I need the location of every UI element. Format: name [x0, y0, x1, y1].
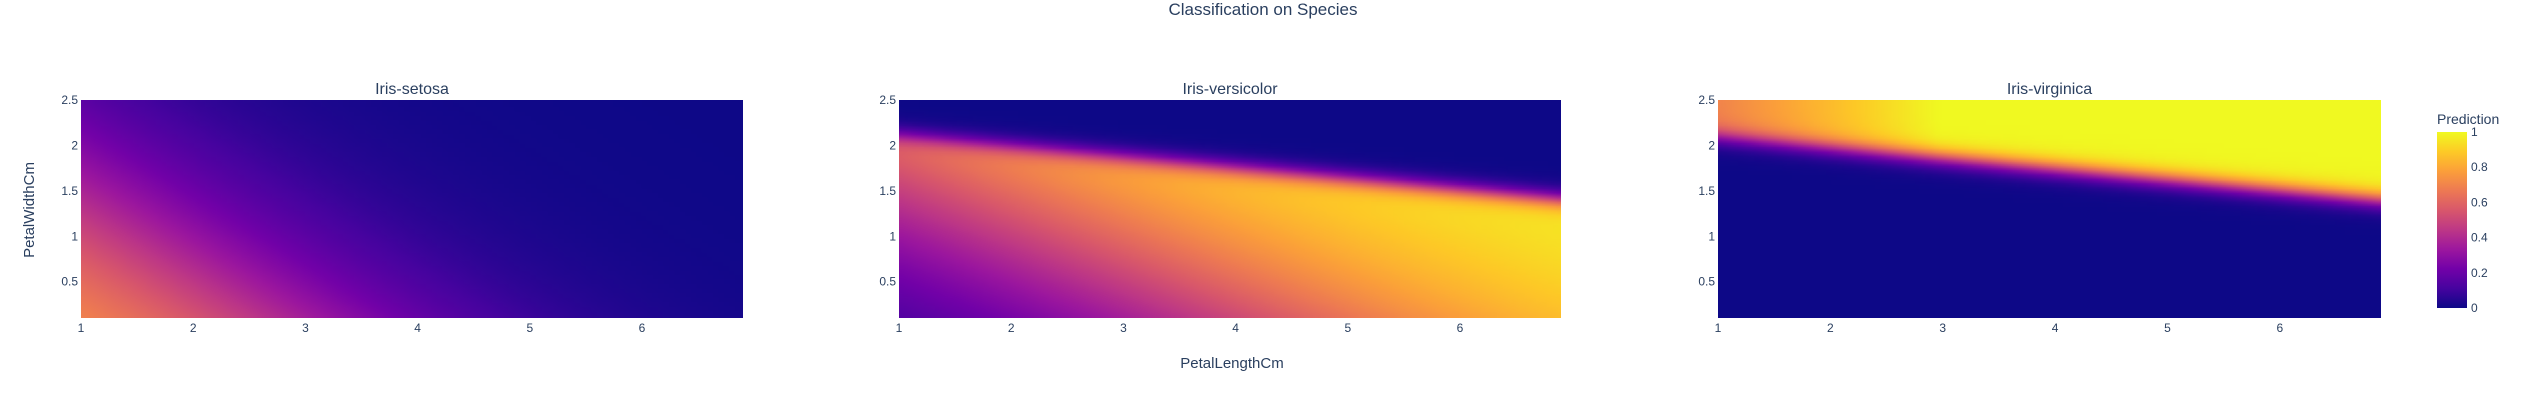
- x-axis-label: PetalLengthCm: [1180, 355, 1283, 372]
- y-tick-label: 2.5: [1698, 93, 1715, 107]
- x-tick-label: 4: [2052, 321, 2059, 335]
- x-tick-label: 1: [78, 321, 85, 335]
- heatmap-panel-2: Iris-versicolor 1 2 3 4 5 6 0.5 1 1.5 2 2.5: [879, 81, 1561, 335]
- y-tick-label: 2.5: [879, 93, 896, 107]
- x-tick-label: 1: [896, 321, 903, 335]
- colorbar-ticks: 0 0.2 0.4 0.6 0.8 1: [2471, 125, 2488, 315]
- figure-title: Classification on Species: [1169, 0, 1358, 19]
- x-tick-label: 2: [1827, 321, 1834, 335]
- subplot-title: Iris-setosa: [375, 81, 449, 98]
- x-tick-label: 2: [1008, 321, 1015, 335]
- x-tick-label: 3: [1120, 321, 1127, 335]
- x-tick-label: 5: [1344, 321, 1351, 335]
- x-tick-label: 5: [2164, 321, 2171, 335]
- y-axis-label: PetalWidthCm: [21, 162, 38, 258]
- x-tick-label: 4: [414, 321, 421, 335]
- heatmap-surface: [1718, 100, 2381, 318]
- x-tick-label: 5: [526, 321, 533, 335]
- y-tick-label: 2.5: [61, 93, 78, 107]
- colorbar-tick-label: 0.6: [2471, 195, 2488, 209]
- y-tick-label: 0.5: [879, 275, 896, 289]
- colorbar-tick-label: 1: [2471, 125, 2478, 139]
- heatmap-surface: [899, 100, 1561, 318]
- y-tick-label: 1.5: [879, 184, 896, 198]
- colorbar-tick-label: 0.2: [2471, 266, 2488, 280]
- x-tick-label: 6: [1457, 321, 1464, 335]
- subplot-title: Iris-versicolor: [1182, 81, 1278, 98]
- y-tick-label: 2: [71, 138, 78, 152]
- y-tick-label: 2: [889, 138, 896, 152]
- colorbar-gradient: [2437, 132, 2467, 308]
- y-tick-label: 1.5: [1698, 184, 1715, 198]
- colorbar-tick-label: 0: [2471, 301, 2478, 315]
- colorbar: Prediction 0 0.2 0.4 0.6 0.8 1: [2437, 111, 2499, 315]
- x-tick-label: 2: [190, 321, 197, 335]
- colorbar-title: Prediction: [2437, 111, 2499, 127]
- heatmap-panel-1: Iris-setosa 1 2 3 4 5 6 0.5 1 1.5 2 2.5: [61, 81, 743, 335]
- y-tick-label: 0.5: [61, 275, 78, 289]
- x-tick-label: 4: [1232, 321, 1239, 335]
- heatmap-panel-3: Iris-virginica 1 2 3 4 5 6 0.5 1 1.5 2 2.5: [1698, 81, 2381, 335]
- x-tick-label: 3: [1939, 321, 1946, 335]
- y-tick-label: 1: [1708, 229, 1715, 243]
- y-tick-label: 1: [71, 229, 78, 243]
- subplot-title: Iris-virginica: [2007, 81, 2092, 98]
- y-tick-label: 0.5: [1698, 275, 1715, 289]
- x-tick-label: 1: [1715, 321, 1722, 335]
- y-tick-label: 1.5: [61, 184, 78, 198]
- x-tick-label: 6: [2277, 321, 2284, 335]
- x-tick-label: 3: [302, 321, 309, 335]
- heatmap-surface: [81, 100, 743, 318]
- y-tick-label: 1: [889, 229, 896, 243]
- y-tick-label: 2: [1708, 138, 1715, 152]
- colorbar-tick-label: 0.8: [2471, 160, 2488, 174]
- colorbar-tick-label: 0.4: [2471, 231, 2488, 245]
- x-tick-label: 6: [639, 321, 646, 335]
